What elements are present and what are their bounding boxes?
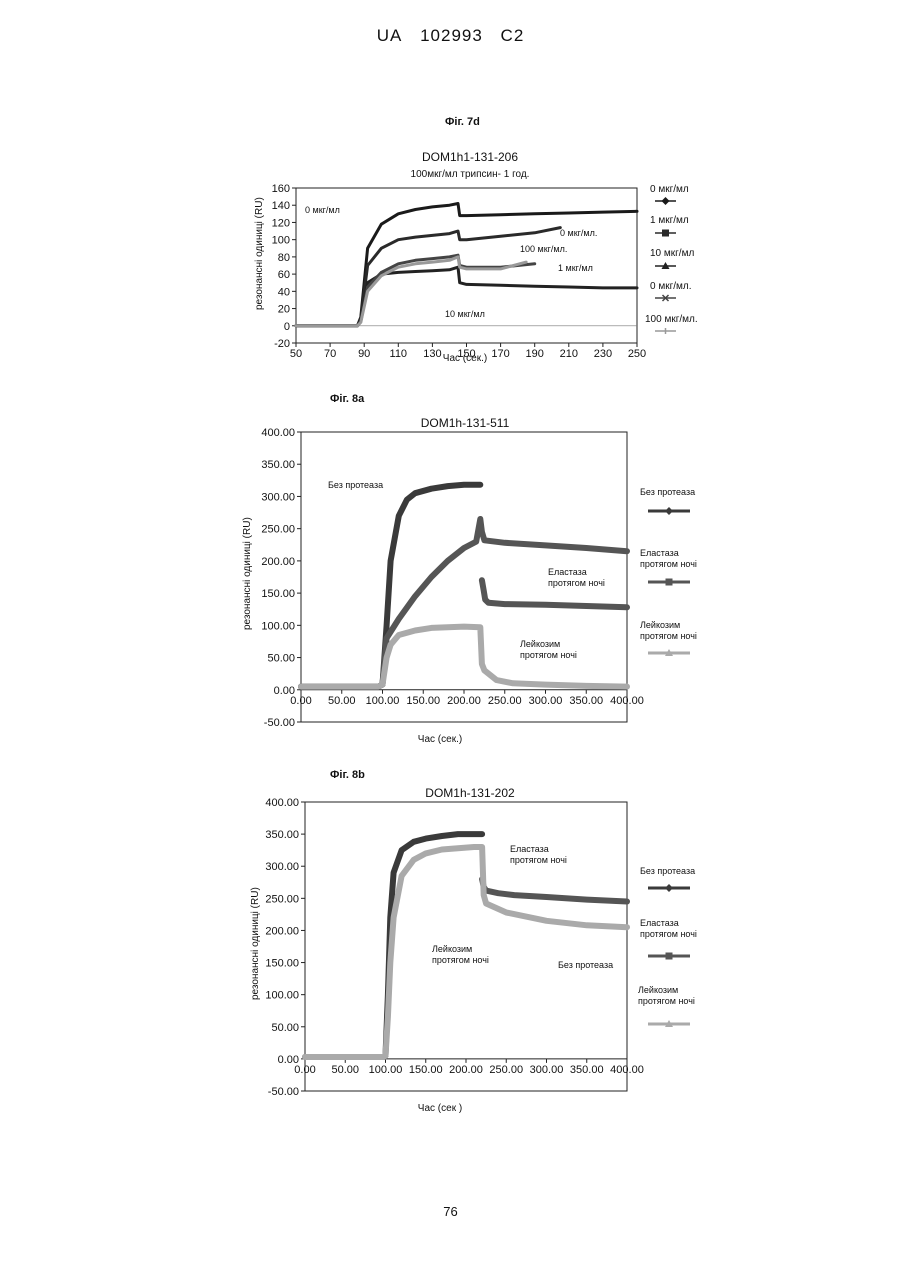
legend-item: Еластазапротягом ночі (640, 918, 697, 939)
x-tick-label: 100.00 (369, 1064, 403, 1076)
x-tick-label: 200.00 (449, 1064, 483, 1076)
annotation: Без протеаза (558, 960, 613, 970)
legend-item: Без протеаза (640, 866, 695, 876)
page-number: 76 (0, 1204, 901, 1219)
y-tick-label: -50.00 (268, 1086, 299, 1098)
y-tick-label: 400.00 (265, 797, 299, 809)
y-tick-label: 200.00 (265, 925, 299, 937)
x-tick-label: 400.00 (610, 1064, 644, 1076)
y-tick-label: 50.00 (271, 1022, 299, 1034)
legend-item: Лейкозимпротягом ночі (638, 985, 695, 1006)
x-tick-label: 250.00 (489, 1064, 523, 1076)
chart-dom1h-131-202: DOM1h-131-202 резонансні одиниці (RU) Ча… (0, 0, 901, 1273)
annotation: Лейкозимпротягом ночі (432, 944, 489, 965)
x-tick-label: 50.00 (331, 1064, 359, 1076)
legend-marker (666, 953, 673, 960)
y-tick-label: 250.00 (265, 893, 299, 905)
x-axis-label: Час (сек ) (418, 1103, 462, 1114)
x-tick-label: 300.00 (530, 1064, 564, 1076)
y-tick-label: 100.00 (265, 990, 299, 1002)
y-tick-label: 300.00 (265, 861, 299, 873)
y-tick-label: 350.00 (265, 829, 299, 841)
x-tick-label: 350.00 (570, 1064, 604, 1076)
x-tick-label: 0.00 (294, 1064, 315, 1076)
y-axis-label: резонансні одиниці (RU) (250, 887, 261, 1000)
annotation: Еластазапротягом ночі (510, 844, 567, 865)
legend-marker (665, 884, 673, 892)
series-line (482, 879, 627, 901)
x-tick-label: 150.00 (409, 1064, 443, 1076)
y-tick-label: 150.00 (265, 958, 299, 970)
chart-title: DOM1h-131-202 (425, 786, 515, 800)
